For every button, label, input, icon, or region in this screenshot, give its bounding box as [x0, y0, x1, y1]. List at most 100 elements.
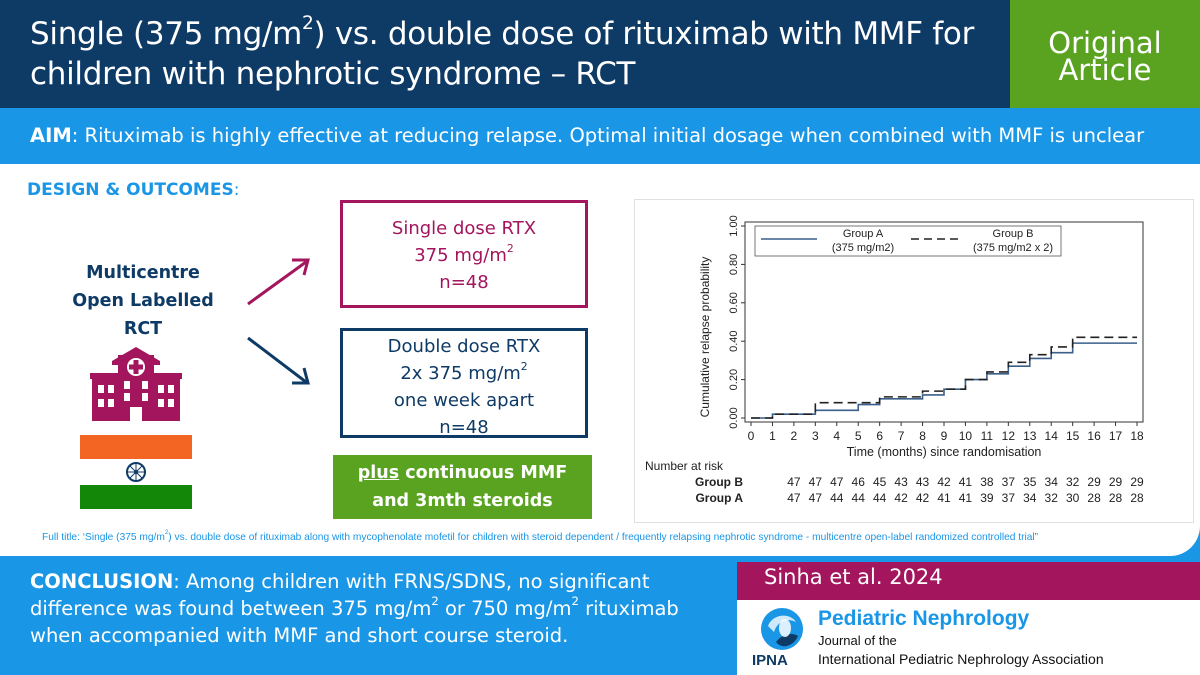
badge-line-1: Original [1048, 26, 1162, 60]
at-risk-value: 44 [830, 491, 844, 505]
at-risk-value: 32 [1066, 475, 1080, 489]
x-axis-label: Time (months) since randomisation [847, 445, 1042, 459]
at-risk-value: 41 [959, 475, 973, 489]
at-risk-value: 44 [873, 491, 887, 505]
hospital-icon [90, 347, 182, 421]
at-risk-title: Number at risk [645, 459, 724, 473]
header-bar [0, 0, 1010, 108]
at-risk-group-label: Group A [695, 491, 743, 505]
legend-label-group-b: Group B [993, 228, 1034, 240]
page-title: Single (375 mg/m2) vs. double dose of ri… [30, 12, 975, 92]
arrow-up-right-icon [247, 258, 310, 306]
at-risk-value: 29 [1087, 475, 1101, 489]
cointervention-line-2: and 3mth steroids [372, 491, 553, 511]
at-risk-value: 42 [937, 475, 951, 489]
double-arm-line-4: n=48 [439, 417, 489, 438]
x-tick-label: 17 [1109, 429, 1123, 443]
y-tick-label: 1.00 [728, 215, 740, 236]
badge-line-2: Article [1058, 53, 1152, 87]
single-arm-line-1: Single dose RTX [391, 218, 537, 239]
x-tick-label: 1 [769, 429, 776, 443]
at-risk-value: 47 [787, 475, 801, 489]
y-tick-label: 0.00 [728, 407, 740, 428]
cointervention-line-1: plus continuous MMF [357, 463, 568, 483]
journal-subtitle-1: Journal of the [818, 633, 897, 648]
kaplan-meier-chart: 0.000.200.400.600.801.000 1 2 3 4 5 6 7 8 9 10 11 12… [645, 215, 1144, 505]
citation-text: Sinha et al. 2024 [764, 565, 943, 589]
at-risk-value: 29 [1130, 475, 1144, 489]
study-type-line-2: Open Labelled [72, 291, 214, 311]
study-type: Multicentre Open Labelled RCT [58, 259, 228, 343]
at-risk-value: 44 [852, 491, 866, 505]
at-risk-value: 30 [1066, 491, 1080, 505]
study-type-line-3: RCT [123, 319, 163, 339]
at-risk-group-label: Group B [695, 475, 743, 489]
x-tick-label: 5 [855, 429, 862, 443]
design-heading: DESIGN & OUTCOMES: [27, 180, 240, 200]
double-arm-line-3: one week apart [393, 390, 535, 411]
at-risk-value: 29 [1109, 475, 1123, 489]
india-flag-icon [80, 435, 192, 509]
y-tick-label: 0.20 [728, 369, 740, 390]
x-tick-label: 12 [1002, 429, 1016, 443]
at-risk-value: 34 [1045, 475, 1059, 489]
at-risk-value: 38 [980, 475, 994, 489]
at-risk-value: 45 [873, 475, 887, 489]
at-risk-value: 28 [1087, 491, 1101, 505]
at-risk-value: 28 [1109, 491, 1123, 505]
ipna-abbreviation: IPNA [752, 652, 788, 669]
x-tick-label: 13 [1023, 429, 1037, 443]
x-tick-label: 11 [981, 429, 994, 443]
x-tick-label: 10 [959, 429, 973, 443]
double-arm-line-1: Double dose RTX [387, 336, 541, 357]
legend-sub-group-b: (375 mg/m2 x 2) [973, 242, 1053, 254]
at-risk-value: 42 [894, 491, 908, 505]
at-risk-value: 47 [809, 491, 823, 505]
legend-box [754, 225, 1062, 257]
at-risk-value: 43 [894, 475, 908, 489]
single-arm-line-2: 375 mg/m2 [414, 241, 514, 266]
x-tick-label: 4 [833, 429, 840, 443]
journal-name: Pediatric Nephrology [818, 607, 1030, 630]
study-type-line-1: Multicentre [86, 263, 200, 283]
legend-sub-group-a: (375 mg/m2) [832, 242, 894, 254]
cointervention-box: plus continuous MMF and 3mth steroids [333, 455, 592, 519]
single-arm-line-3: n=48 [439, 272, 489, 293]
x-tick-label: 3 [812, 429, 819, 443]
at-risk-value: 37 [1002, 475, 1016, 489]
journal-block [737, 600, 1200, 675]
arrow-down-right-icon [247, 336, 310, 385]
x-tick-label: 16 [1087, 429, 1101, 443]
aim-bar [0, 108, 1200, 164]
at-risk-value: 41 [959, 491, 973, 505]
x-tick-label: 0 [748, 429, 755, 443]
at-risk-value: 42 [916, 491, 930, 505]
aim-statement: AIM: Rituximab is highly effective at re… [30, 124, 1145, 147]
x-tick-label: 15 [1066, 429, 1080, 443]
full-title: Full title: ‘Single (375 mg/m2) vs. doub… [42, 529, 1039, 543]
double-dose-arm-box: Double dose RTX 2x 375 mg/m2 one week ap… [340, 328, 588, 438]
at-risk-value: 46 [852, 475, 866, 489]
at-risk-value: 47 [809, 475, 823, 489]
y-axis-label: Cumulative relapse probability [698, 257, 712, 418]
citation-bar [737, 562, 1200, 600]
conclusion-statement: CONCLUSION: Among children with FRNS/SDN… [30, 570, 679, 647]
series-line-group-b [751, 336, 1137, 419]
x-tick-label: 18 [1130, 429, 1144, 443]
arrows [247, 258, 310, 385]
at-risk-value: 41 [937, 491, 951, 505]
at-risk-value: 37 [1002, 491, 1016, 505]
y-tick-label: 0.60 [728, 292, 740, 313]
at-risk-value: 32 [1045, 491, 1059, 505]
at-risk-value: 47 [830, 475, 844, 489]
at-risk-value: 28 [1130, 491, 1144, 505]
single-dose-arm-box: Single dose RTX 375 mg/m2 n=48 [340, 200, 588, 308]
article-type-badge: Original Article [1010, 0, 1200, 108]
journal-subtitle-2: International Pediatric Nephrology Assoc… [818, 651, 1104, 667]
double-arm-line-2: 2x 375 mg/m2 [400, 359, 528, 384]
y-tick-label: 0.80 [728, 254, 740, 275]
ipna-globe-logo [761, 608, 803, 650]
x-tick-label: 7 [898, 429, 905, 443]
x-tick-label: 6 [876, 429, 883, 443]
legend-label-group-a: Group A [843, 228, 884, 240]
